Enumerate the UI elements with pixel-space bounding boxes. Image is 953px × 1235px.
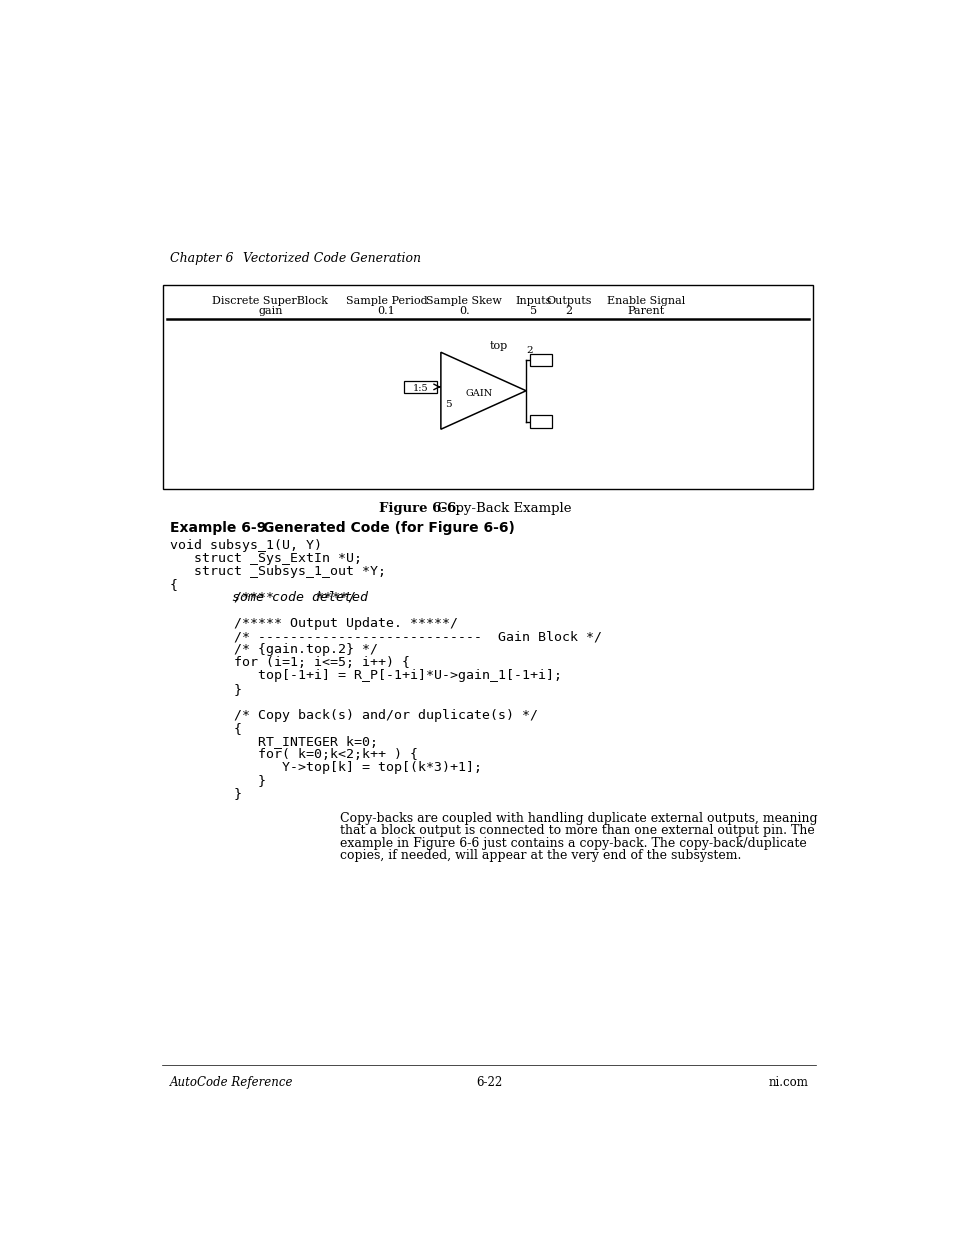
Text: GAIN: GAIN (465, 389, 493, 399)
Text: {: { (170, 578, 177, 590)
Text: Sample Period: Sample Period (345, 296, 427, 306)
Text: copies, if needed, will appear at the very end of the subsystem.: copies, if needed, will appear at the ve… (340, 848, 740, 862)
Text: Generated Code (for Figure 6-6): Generated Code (for Figure 6-6) (262, 521, 514, 535)
Text: gain: gain (258, 306, 282, 316)
Text: {: { (170, 721, 241, 735)
Text: top: top (489, 341, 508, 351)
Text: Enable Signal: Enable Signal (606, 296, 684, 306)
Bar (530, 353, 551, 366)
Text: for( k=0;k<2;k++ ) {: for( k=0;k<2;k++ ) { (170, 748, 417, 761)
Text: }: } (170, 683, 241, 695)
Text: 1: 1 (537, 357, 543, 366)
Text: /***** Output Update. *****/: /***** Output Update. *****/ (170, 618, 457, 630)
Text: RT_INTEGER k=0;: RT_INTEGER k=0; (170, 735, 377, 748)
Text: example in Figure 6-6 just contains a copy-back. The copy-back/duplicate: example in Figure 6-6 just contains a co… (340, 836, 806, 850)
Text: Chapter 6: Chapter 6 (170, 252, 233, 266)
Text: /* ----------------------------  Gain Block */: /* ---------------------------- Gain Blo… (170, 630, 601, 643)
Text: Y->top[k] = top[(k*3)+1];: Y->top[k] = top[(k*3)+1]; (170, 761, 481, 774)
Text: }: } (170, 774, 265, 787)
Text: 5: 5 (445, 400, 452, 409)
Text: 0.1: 0.1 (377, 306, 395, 316)
Text: some code deleted: some code deleted (232, 592, 368, 604)
Text: for (i=1; i<=5; i++) {: for (i=1; i<=5; i++) { (170, 656, 409, 669)
Text: 6-22: 6-22 (476, 1076, 501, 1089)
Text: ****/: ****/ (308, 592, 355, 604)
Text: that a block output is connected to more than one external output pin. The: that a block output is connected to more… (340, 824, 814, 837)
Text: Example 6-9: Example 6-9 (170, 521, 266, 535)
Text: Outputs: Outputs (545, 296, 591, 306)
Text: struct _Sys_ExtIn *U;: struct _Sys_ExtIn *U; (170, 552, 361, 564)
Text: struct _Subsys_1_out *Y;: struct _Subsys_1_out *Y; (170, 564, 385, 578)
Text: top[-1+i] = R_P[-1+i]*U->gain_1[-1+i];: top[-1+i] = R_P[-1+i]*U->gain_1[-1+i]; (170, 669, 561, 683)
Text: 2: 2 (526, 346, 533, 354)
Text: Inputs: Inputs (516, 296, 552, 306)
Text: 0.: 0. (458, 306, 469, 316)
Text: ni.com: ni.com (767, 1076, 807, 1089)
Text: 5: 5 (530, 306, 537, 316)
Text: 2: 2 (564, 306, 572, 316)
Text: Copy-Back Example: Copy-Back Example (429, 503, 571, 515)
Text: /****: /**** (170, 592, 281, 604)
Text: /* {gain.top.2} */: /* {gain.top.2} */ (170, 643, 377, 656)
Text: /* Copy back(s) and/or duplicate(s) */: /* Copy back(s) and/or duplicate(s) */ (170, 709, 537, 721)
Text: Discrete SuperBlock: Discrete SuperBlock (213, 296, 328, 306)
Text: Figure 6-6.: Figure 6-6. (378, 503, 460, 515)
Text: void subsys_1(U, Y): void subsys_1(U, Y) (170, 538, 321, 552)
Text: 1:5: 1:5 (413, 384, 428, 393)
Text: Parent: Parent (627, 306, 664, 316)
Bar (163, 285, 812, 489)
Text: }: } (170, 787, 241, 800)
Text: Vectorized Code Generation: Vectorized Code Generation (243, 252, 421, 266)
Bar (530, 415, 551, 427)
Text: Sample Skew: Sample Skew (426, 296, 501, 306)
Bar (404, 380, 436, 393)
Text: Copy-backs are coupled with handling duplicate external outputs, meaning: Copy-backs are coupled with handling dup… (340, 811, 817, 825)
Text: 2: 2 (537, 419, 543, 427)
Text: AutoCode Reference: AutoCode Reference (170, 1076, 293, 1089)
